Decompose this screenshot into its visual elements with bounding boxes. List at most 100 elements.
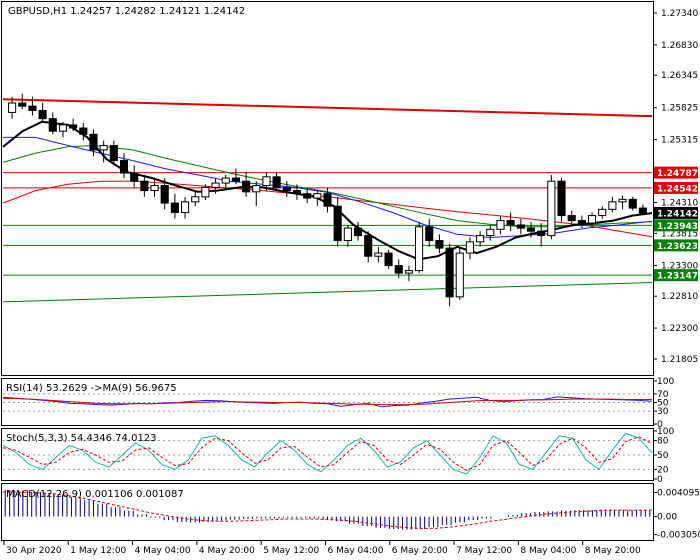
price-tick-label: 1.26345 [661, 71, 698, 81]
price-tick-label: 1.22300 [661, 324, 698, 334]
candle-body [455, 252, 464, 298]
candle-body [465, 241, 475, 254]
candle-body [18, 102, 27, 107]
price-label-bg [654, 206, 698, 219]
price-tick-label: 1.26830 [661, 41, 698, 51]
candle-body [252, 185, 261, 193]
rsi-tick-label: 50 [657, 399, 669, 409]
candle-body [272, 176, 281, 188]
candle-body [160, 185, 169, 204]
x-tick-label: 30 Apr 2020 [6, 546, 62, 556]
candle-body [333, 205, 342, 242]
candle-body [404, 270, 413, 274]
candle-body [191, 196, 200, 203]
rsi-plot [2, 393, 653, 412]
x-tick-label: 5 May 12:00 [263, 546, 319, 556]
candle-body [99, 145, 108, 151]
rsi-panel-title: RSI(14) 53.2629 ->MA(9) 56.9675 [6, 383, 177, 394]
candle-body [587, 215, 597, 224]
price-tick-label: 1.27340 [661, 9, 698, 19]
price-label-bg [654, 181, 698, 194]
macd-tick-label: 0.004095 [657, 489, 700, 499]
rsi-tick-label: 30 [657, 407, 669, 417]
price-tick-label: 1.23815 [661, 229, 698, 239]
candle-body [231, 177, 240, 182]
price-tick-label: 1.24310 [661, 198, 698, 208]
candle-body [577, 220, 586, 224]
price-label: 1.24142 [657, 209, 698, 219]
candle-body [608, 201, 617, 210]
candle-body [516, 224, 525, 229]
price-label-bg [654, 166, 698, 179]
candle-body [180, 201, 190, 213]
rsi-series-1 [2, 397, 652, 406]
stoch-tick-label: 100 [657, 427, 674, 437]
x-tick-label: 4 May 04:00 [135, 546, 191, 556]
candle-body [303, 193, 312, 199]
candle-body [221, 177, 230, 184]
candle-body [618, 198, 627, 203]
price-label: 1.23943 [657, 222, 698, 232]
price-tick-label: 1.21805 [661, 355, 698, 365]
candle-body [364, 235, 373, 257]
price-tick-label: 1.25825 [661, 104, 698, 114]
candle-body [435, 240, 444, 249]
stoch-plot [2, 432, 653, 475]
stoch-series-1 [2, 436, 653, 471]
price-label-bg [654, 239, 698, 252]
macd-tick-label: 0.00 [657, 513, 677, 523]
x-tick-label: 6 May 04:00 [328, 546, 384, 556]
price-label-bg [654, 219, 698, 232]
candle-body [79, 127, 88, 135]
candle-body [343, 227, 352, 242]
price-tick-label: 1.25315 [661, 136, 698, 146]
macd-tick-label: -0.003050 [657, 531, 700, 541]
candle-body [445, 247, 454, 298]
candle-body [8, 102, 17, 113]
macd-panel-title: MACD(12,26,9) 0.001106 0.001087 [6, 489, 184, 500]
candle-body [170, 202, 179, 213]
x-tick-label: 8 May 20:00 [585, 546, 641, 556]
candle-body [374, 252, 383, 257]
price-plot [2, 93, 653, 307]
price-panel-title: GBPUSD,H1 1.24257 1.24282 1.24121 1.2414… [8, 6, 245, 17]
candle-body [547, 180, 556, 237]
candle-body [130, 172, 139, 182]
candle-body [58, 124, 68, 132]
rsi-tick-label: 0 [657, 420, 663, 430]
candle-body [262, 176, 271, 187]
candle-body [109, 145, 118, 162]
candle-body [242, 180, 251, 193]
candle-body [425, 226, 434, 242]
candle-body [476, 235, 485, 243]
candle-body [48, 118, 57, 132]
macd-plot [3, 490, 652, 530]
candle-body [537, 230, 546, 237]
candle-body [628, 198, 637, 209]
trend-line-0 [2, 98, 653, 118]
candle-body [486, 228, 495, 237]
macd-panel-frame [1, 483, 654, 541]
candle-body [394, 265, 403, 274]
price-tick-label: 1.22810 [661, 292, 698, 302]
candle-body [140, 180, 149, 192]
candle-body [598, 208, 607, 217]
candle-body [638, 207, 647, 214]
stoch-tick-label: 20 [657, 465, 669, 475]
candle-body [384, 252, 393, 267]
stoch-tick-label: 80 [657, 437, 669, 447]
candle-body [353, 227, 363, 237]
price-label-bg [654, 269, 698, 282]
axis-labels: 1.27340 1.26830 1.26345 1.25825 1.25315 1.243… [3, 9, 700, 556]
candle-body [38, 110, 47, 120]
price-label: 1.23147 [657, 272, 698, 282]
candle-body [496, 220, 505, 230]
candle-body [201, 186, 210, 198]
candle-body [282, 186, 291, 192]
stoch-panel-title: Stoch(5,3,3) 54.4346 74.0123 [6, 433, 157, 444]
x-tick-label: 8 May 04:00 [520, 546, 576, 556]
candle-body [119, 160, 129, 174]
trend-line-1 [2, 281, 653, 303]
